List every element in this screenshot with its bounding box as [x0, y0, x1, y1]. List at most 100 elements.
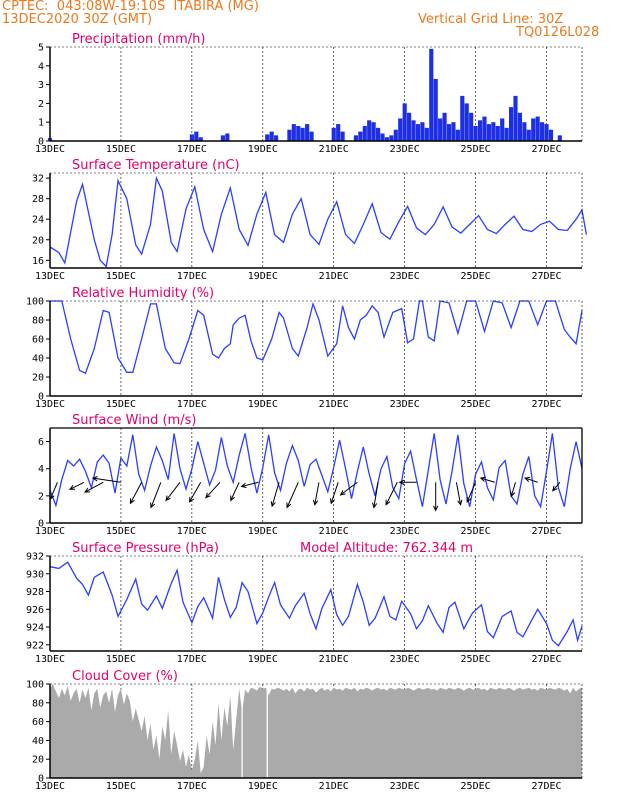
- precip-bar: [433, 78, 438, 141]
- wind-vector-head: [552, 485, 558, 492]
- wind-vector-head: [457, 499, 463, 506]
- precip-date-label: 27DEC: [531, 144, 561, 155]
- precip-date-label: 25DEC: [461, 144, 491, 155]
- wind-title: Surface Wind (m/s): [72, 413, 196, 428]
- precip-bar: [331, 127, 336, 141]
- temp-y-tick-label: 16: [32, 256, 44, 267]
- wind-y-tick-label: 6: [38, 437, 44, 448]
- pressure-y-tick-label: 924: [26, 623, 44, 634]
- precip-y-tick-label: 3: [38, 80, 44, 91]
- wind-vector: [340, 481, 358, 496]
- pressure-y-tick-label: 932: [26, 552, 44, 563]
- wind-date-label: 23DEC: [390, 526, 420, 537]
- rh-y-tick-label: 80: [32, 316, 44, 327]
- wind-vector-head: [270, 501, 276, 508]
- temp-y-tick-label: 32: [32, 174, 44, 185]
- precip-bar: [548, 129, 554, 141]
- wind-panel: 13DEC 15DEC 17DEC 19DEC 21DEC 23DEC 25DEC 27DEC…: [35, 413, 583, 537]
- wind-vector: [189, 482, 202, 503]
- precip-y-tick-label: 1: [38, 118, 44, 129]
- temp-date-label: 25DEC: [461, 271, 491, 282]
- precip-panel: 13DEC 15DEC 17DEC 19DEC 21DEC 23DEC 25DEC 27DEC…: [35, 32, 583, 155]
- pressure-date-label: 13DEC: [35, 654, 65, 665]
- precip-bar: [407, 112, 412, 141]
- header-run-code: TQ0126L028: [516, 25, 600, 40]
- precip-bar: [393, 129, 398, 141]
- temp-y-tick-label: 24: [32, 215, 44, 226]
- wind-vector-head: [385, 499, 391, 506]
- wind-vector: [129, 482, 143, 504]
- wind-vector: [49, 482, 58, 500]
- pressure-y-tick-label: 922: [26, 640, 44, 651]
- precip-bar: [491, 122, 496, 141]
- wind-vector-head: [524, 476, 531, 482]
- wind-vector: [69, 481, 85, 490]
- precip-bar: [402, 103, 407, 141]
- rh-series-line: [50, 300, 583, 375]
- cloud-date-label: 23DEC: [390, 781, 420, 792]
- precip-bar: [526, 129, 531, 141]
- wind-vector: [165, 481, 181, 501]
- wind-vector: [466, 482, 477, 503]
- precip-bar: [291, 124, 296, 141]
- precip-bar: [411, 120, 416, 141]
- header-grid-note: Vertical Grid Line: 30Z: [418, 12, 564, 27]
- wind-vector-head: [330, 498, 336, 505]
- cloud-date-label: 13DEC: [35, 781, 65, 792]
- wind-vector-head: [205, 492, 211, 499]
- precip-bar: [482, 116, 487, 141]
- precip-bar: [198, 137, 203, 141]
- rh-date-label: 21DEC: [319, 399, 349, 410]
- wind-vector-head: [312, 499, 319, 506]
- temp-y-tick-label: 20: [32, 235, 44, 246]
- precip-title: Precipitation (mm/h): [72, 32, 205, 47]
- precip-bar: [194, 131, 199, 141]
- wind-vector: [241, 481, 259, 487]
- precip-bar: [438, 118, 443, 141]
- precip-bar: [305, 124, 310, 141]
- precip-bar: [269, 131, 274, 141]
- wind-vector-head: [68, 485, 76, 490]
- rh-y-tick-label: 100: [26, 297, 44, 308]
- temp-title: Surface Temperature (nC): [72, 158, 240, 173]
- wind-vector: [84, 481, 104, 493]
- precip-bar: [473, 125, 478, 141]
- precip-bar: [398, 118, 403, 141]
- precip-bar: [486, 124, 491, 141]
- rh-panel: 13DEC 15DEC 17DEC 19DEC 21DEC 23DEC 25DEC 27DEC…: [26, 286, 583, 410]
- pressure-date-label: 19DEC: [248, 654, 278, 665]
- wind-vector-head: [510, 491, 516, 498]
- wind-vector-head: [91, 476, 98, 482]
- cloud-y-tick-label: 0: [38, 774, 44, 785]
- precip-bar: [287, 129, 292, 141]
- rh-y-tick-label: 20: [32, 373, 44, 384]
- precip-date-label: 17DEC: [177, 144, 207, 155]
- pressure-date-label: 17DEC: [177, 654, 207, 665]
- precip-bar: [380, 133, 385, 141]
- wind-vector: [455, 482, 462, 505]
- pressure-date-label: 27DEC: [531, 654, 561, 665]
- wind-vector-head: [240, 482, 247, 488]
- pressure-date-label: 21DEC: [319, 654, 349, 665]
- cloud-y-tick-label: 100: [26, 680, 44, 691]
- temp-date-label: 27DEC: [531, 271, 561, 282]
- precip-bar: [557, 135, 562, 141]
- wind-vector: [552, 481, 561, 492]
- wind-vector: [230, 482, 240, 501]
- precip-bar: [442, 112, 447, 141]
- header-station-line: CPTEC: 043:08W-19:10S ITABIRA (MG): [2, 0, 259, 14]
- wind-date-label: 27DEC: [531, 526, 561, 537]
- rh-date-label: 17DEC: [177, 399, 207, 410]
- cloud-date-label: 17DEC: [177, 781, 207, 792]
- cloud-y-tick-label: 20: [32, 755, 44, 766]
- wind-vector: [286, 482, 299, 508]
- wind-vector-head: [433, 505, 439, 512]
- precip-bar: [464, 103, 469, 141]
- precip-bar: [535, 116, 540, 141]
- precip-bar: [513, 95, 518, 141]
- precip-bar: [429, 48, 434, 141]
- wind-vector-head: [230, 495, 235, 502]
- precip-bar: [469, 112, 474, 141]
- precip-bar: [309, 131, 314, 141]
- rh-date-label: 19DEC: [248, 399, 278, 410]
